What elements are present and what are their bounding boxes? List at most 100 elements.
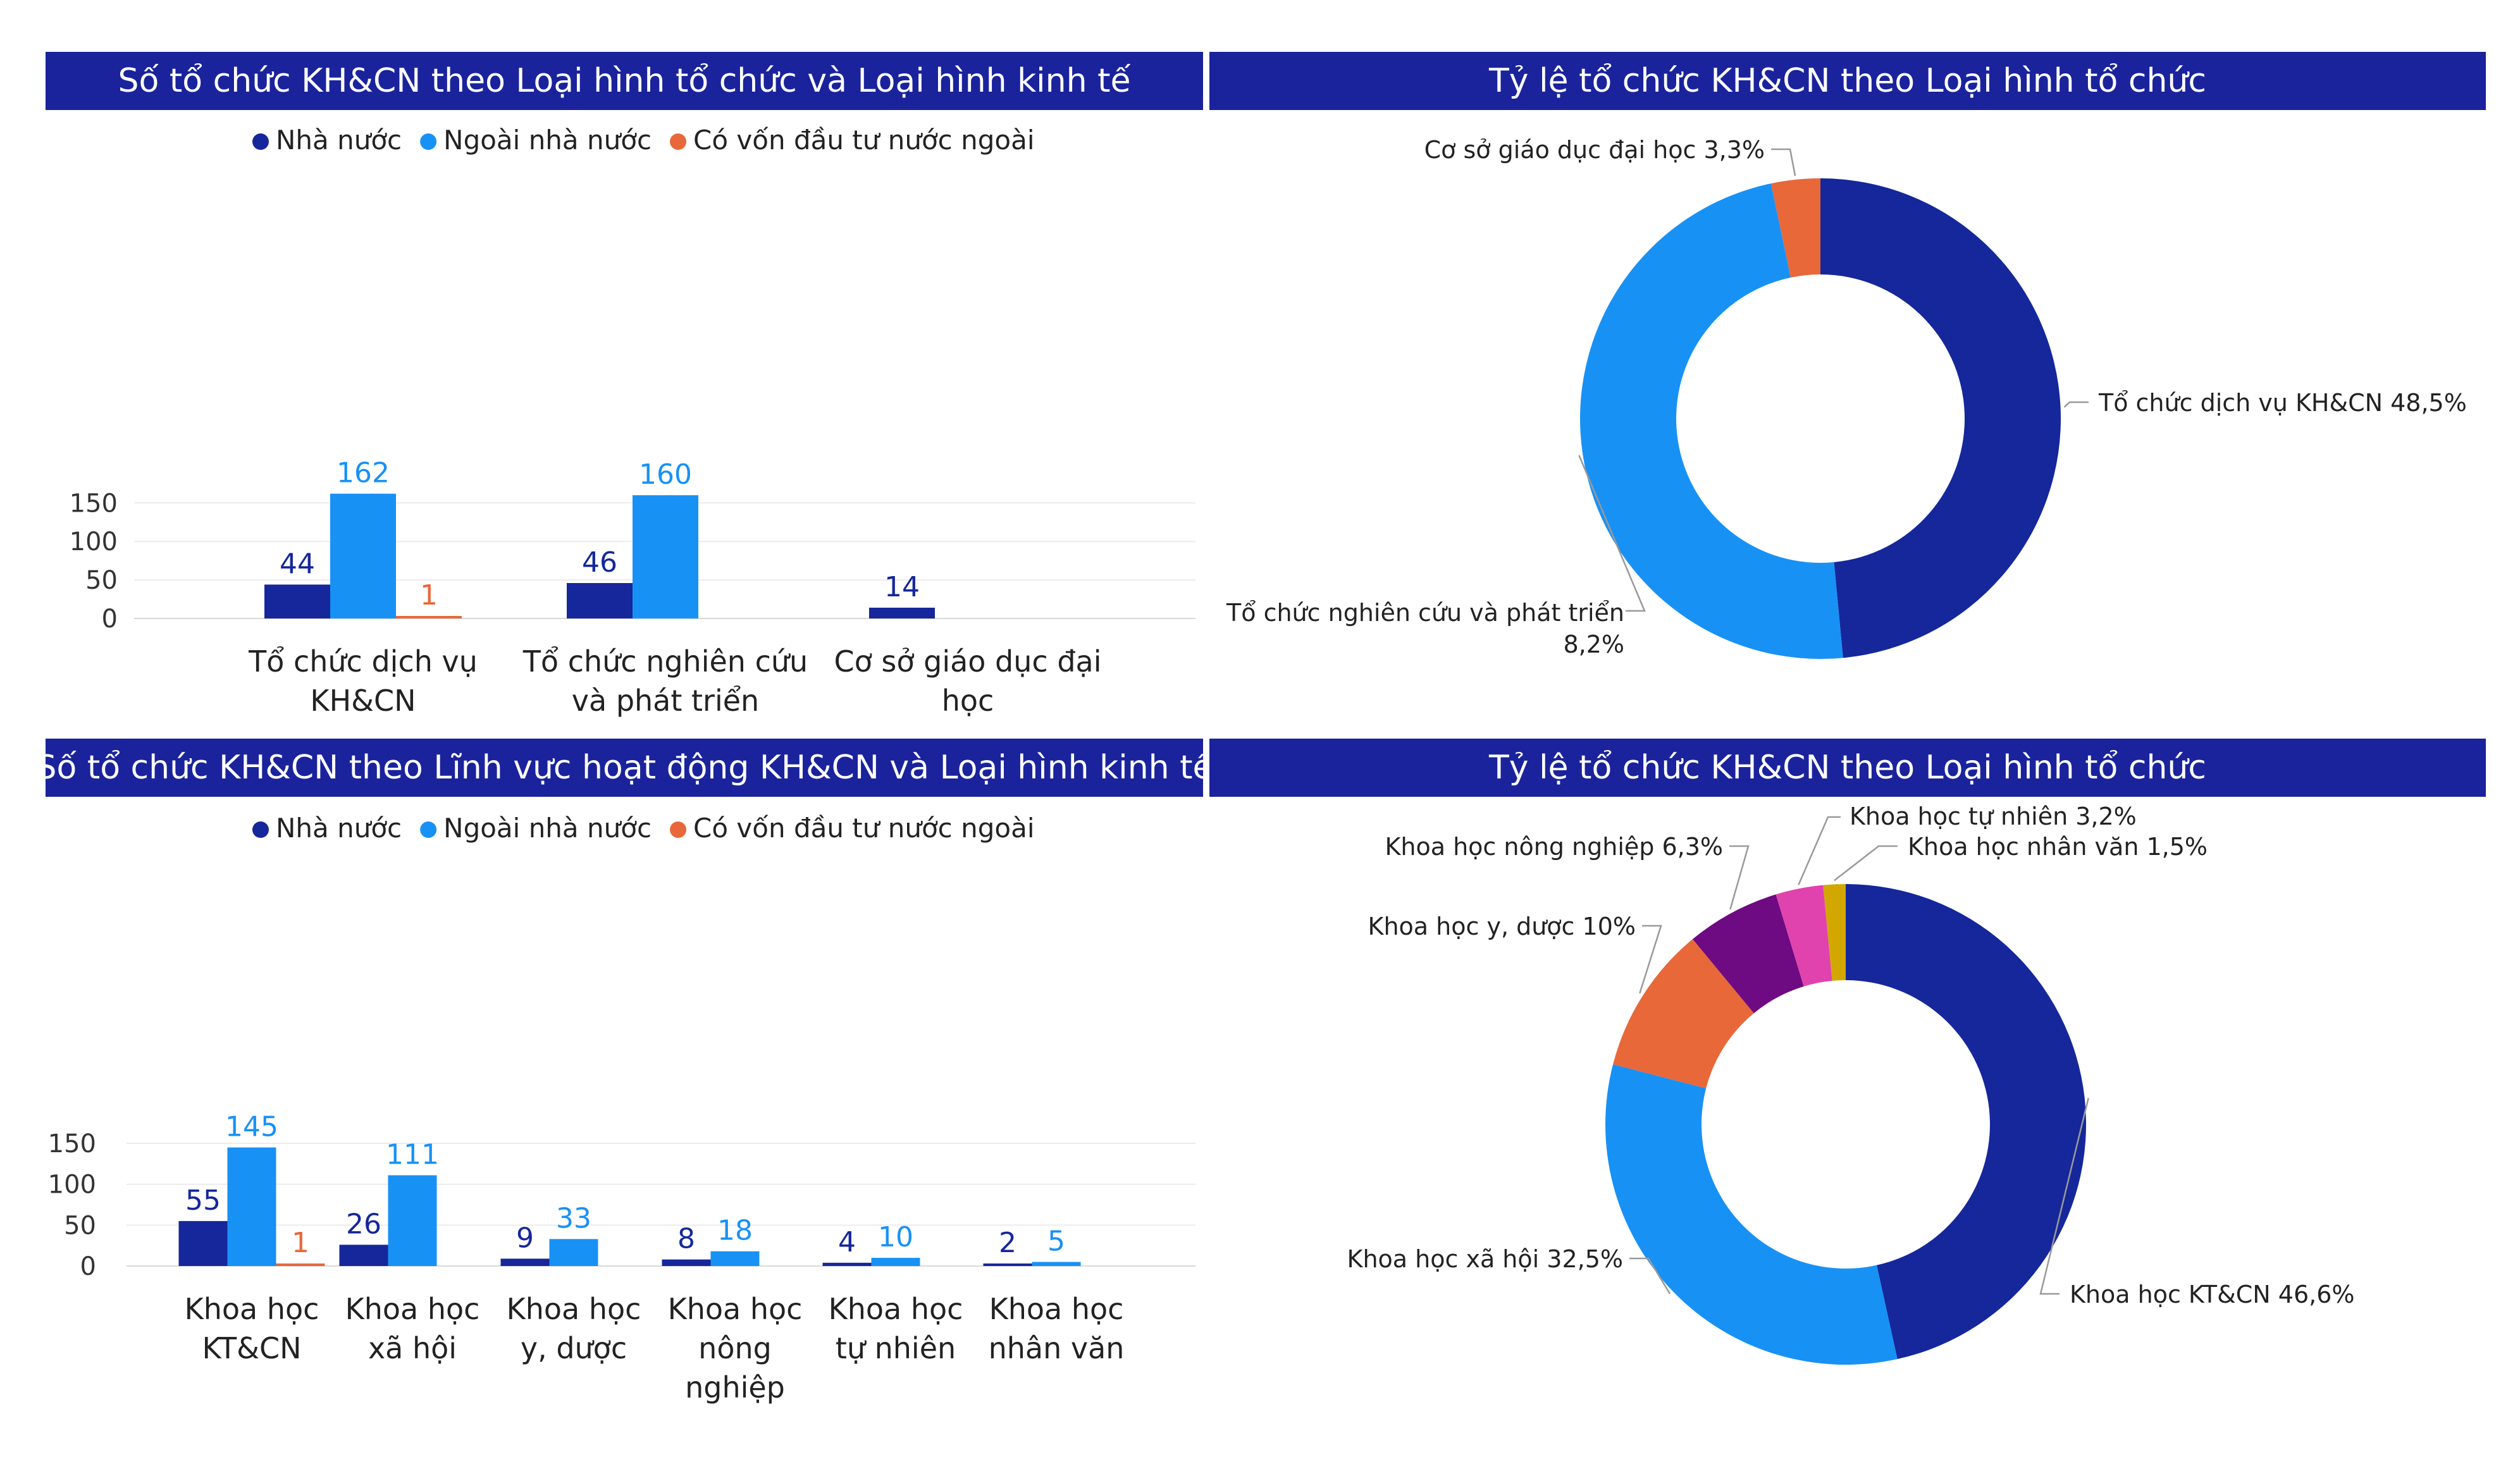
y-tick-label: 150 (48, 1129, 96, 1159)
bar (276, 1263, 325, 1266)
legend-label: Ngoài nhà nước (443, 125, 652, 156)
slice-label: 8,2% (1563, 630, 1624, 658)
panel-title-top-right: Tỷ lệ tổ chức KH&CN theo Loại hình tổ ch… (1209, 52, 2486, 110)
category-label: xã hội (368, 1331, 457, 1365)
y-tick-label: 0 (102, 605, 118, 634)
slice-label: Khoa học nhân văn 1,5% (1908, 833, 2208, 861)
bar-chart-loai-hinh-to-chuc: 0 50 100 150 Nhà nước Ngoài nhà nước Có vốn đầ… (70, 125, 1195, 718)
data-label: 55 (185, 1184, 221, 1217)
category-label: Khoa học (989, 1292, 1124, 1326)
legend-marker (420, 133, 437, 150)
category-label: Khoa học (507, 1292, 641, 1326)
bar-chart-linh-vuc-hoat-dong: 0 50 100 150 Nhà nước Ngoài nhà nước Có vốn đầ… (48, 813, 1195, 1405)
data-label: 10 (878, 1221, 913, 1253)
data-label: 9 (516, 1222, 534, 1254)
bar (549, 1239, 598, 1266)
slice-label: Cơ sở giáo dục đại học 3,3% (1424, 136, 1765, 164)
slice-label: Tổ chức dịch vụ KH&CN 48,5% (2098, 389, 2467, 417)
data-label: 8 (677, 1223, 695, 1255)
legend-marker (252, 821, 269, 838)
legend-label: Nhà nước (276, 125, 402, 156)
leader-line (1578, 455, 1646, 612)
donut-slice (1579, 183, 1843, 660)
legend-marker (670, 821, 687, 838)
leader-line (1629, 1257, 1671, 1294)
category-label: nghiệp (685, 1370, 785, 1405)
data-label: 46 (582, 546, 617, 579)
data-label: 18 (717, 1215, 753, 1247)
category-label: nhân văn (989, 1331, 1125, 1365)
data-label: 1 (420, 579, 438, 612)
y-tick-label: 150 (70, 489, 118, 518)
panel-title-bottom-left: Số tổ chức KH&CN theo Lĩnh vực hoạt động… (35, 739, 1213, 797)
category-label: KH&CN (310, 684, 416, 718)
legend-marker (420, 821, 437, 838)
bar (264, 584, 330, 618)
bar (396, 616, 462, 618)
slice-label: Khoa học y, dược 10% (1368, 913, 1636, 940)
donut-slice (1820, 178, 2061, 658)
legend-marker (252, 133, 269, 150)
donut-chart-linh-vuc-hoat-dong: Khoa học KT&CN 46,6% Khoa học xã hội 32,5… (1347, 802, 2355, 1365)
donut-slice (1692, 894, 1804, 1014)
data-label: 26 (346, 1208, 381, 1240)
category-label: nông (698, 1331, 772, 1365)
slice-label: Khoa học tự nhiên 3,2% (1850, 802, 2137, 830)
data-label: 160 (639, 458, 692, 491)
leader-line (1834, 845, 1898, 882)
data-label: 33 (556, 1202, 591, 1234)
y-tick-label: 100 (48, 1171, 96, 1200)
donut-slice (1770, 178, 1820, 278)
bar (871, 1258, 920, 1266)
bar (567, 582, 633, 618)
donut-slice (1776, 885, 1832, 987)
category-label: y, dược (521, 1331, 627, 1365)
data-label: 4 (838, 1226, 856, 1258)
y-tick-label: 50 (85, 566, 118, 595)
bar (710, 1251, 760, 1266)
category-label: Khoa học (345, 1292, 480, 1326)
bar (869, 607, 935, 618)
bar (178, 1220, 228, 1266)
category-label: Cơ sở giáo dục đại (834, 644, 1102, 679)
legend-label: Ngoài nhà nước (443, 813, 652, 844)
category-label: Tổ chức dịch vụ (248, 644, 478, 679)
category-label: Khoa học (185, 1292, 319, 1326)
bar (227, 1147, 276, 1266)
donut-chart-loai-hinh-to-chuc: Tổ chức dịch vụ KH&CN 48,5% Tổ chức nghiê… (1226, 136, 2467, 660)
bar (500, 1258, 550, 1266)
bar (822, 1262, 872, 1266)
data-label: 5 (1047, 1226, 1065, 1258)
legend-label: Có vốn đầu tư nước ngoài (693, 813, 1034, 844)
donut-slice (1846, 884, 2086, 1360)
category-label: học (942, 684, 994, 718)
y-tick-label: 100 (70, 527, 118, 556)
panel-title-bottom-right: Tỷ lệ tổ chức KH&CN theo Loại hình tổ ch… (1209, 739, 2486, 797)
legend-marker (670, 133, 687, 150)
bar (339, 1245, 388, 1266)
slice-label: Khoa học nông nghiệp 6,3% (1385, 833, 1723, 861)
donut-slice (1605, 1064, 1898, 1365)
data-label: 145 (225, 1111, 278, 1143)
category-label: Tổ chức nghiên cứu (522, 644, 808, 679)
legend-label: Có vốn đầu tư nước ngoài (693, 125, 1034, 156)
data-label: 14 (884, 571, 920, 603)
slice-label: Khoa học xã hội 32,5% (1347, 1245, 1623, 1273)
donut-slice (1613, 939, 1754, 1089)
donut-slice (1823, 884, 1846, 981)
leader-line (2063, 401, 2089, 408)
bar (633, 495, 698, 618)
category-label: tự nhiên (836, 1331, 956, 1365)
slice-label: Tổ chức nghiên cứu và phát triển (1226, 599, 1624, 627)
leader-line (1729, 845, 1750, 910)
bar (330, 493, 396, 618)
data-label: 1 (292, 1227, 309, 1259)
data-label: 2 (999, 1227, 1016, 1259)
bar (1032, 1262, 1081, 1266)
slice-label: Khoa học KT&CN 46,6% (2070, 1281, 2355, 1308)
bar (388, 1175, 437, 1266)
category-label: và phát triển (572, 684, 759, 718)
bar (983, 1263, 1032, 1266)
y-tick-label: 50 (64, 1211, 96, 1240)
data-label: 44 (280, 548, 315, 580)
